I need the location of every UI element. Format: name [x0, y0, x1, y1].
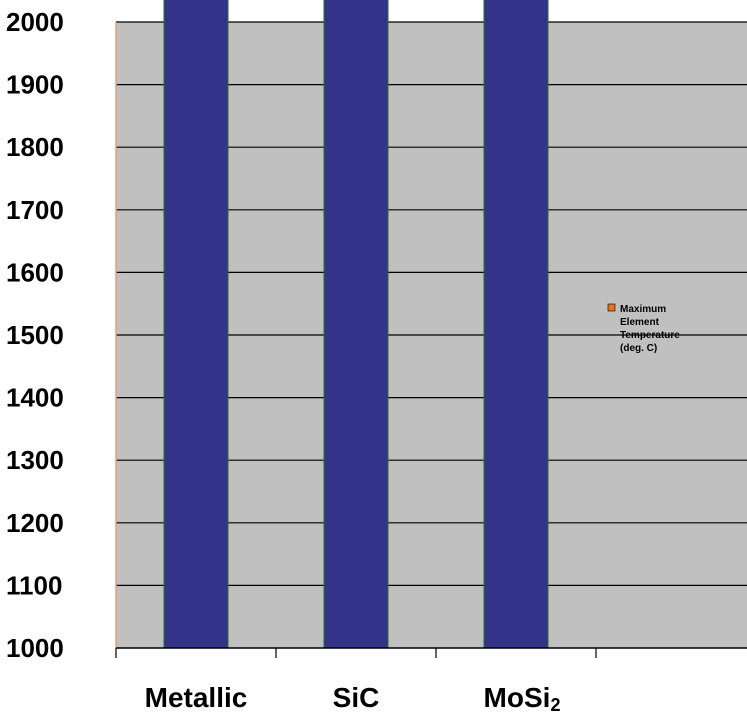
x-tick-label: Metallic [145, 682, 248, 713]
y-tick-label: 1200 [6, 508, 64, 538]
y-tick-labels: 1000 1100 1200 1300 1400 1500 1600 1700 1800 1900… [6, 7, 64, 663]
y-tick-label: 1700 [6, 195, 64, 225]
x-tick-marks [115, 648, 597, 658]
legend-label-line: Temperature [620, 330, 680, 341]
y-tick-label: 2000 [6, 7, 64, 37]
y-tick-label: 1500 [6, 320, 64, 350]
x-tick-labels: Metallic SiC MoSi2 [145, 682, 561, 715]
y-tick-label: 1300 [6, 445, 64, 475]
bars [163, 0, 549, 649]
y-tick-label: 1000 [6, 633, 64, 663]
bar-mosi2-segment-1 [483, 0, 549, 649]
x-tick-label: MoSi2 [484, 682, 561, 715]
legend-label-line: Maximum [620, 304, 666, 315]
legend-swatch [607, 303, 616, 312]
y-tick-label: 1800 [6, 132, 64, 162]
y-tick-label: 1900 [6, 70, 64, 100]
x-tick-label: SiC [333, 682, 380, 713]
y-tick-label: 1100 [6, 570, 62, 600]
legend: Maximum Element Temperature (deg. C) [607, 303, 680, 354]
bar-sic-segment-1 [323, 0, 389, 649]
legend-label-line: Element [620, 317, 660, 328]
y-tick-label: 1600 [6, 257, 64, 287]
bar-metallic-segment-1 [163, 0, 229, 649]
y-tick-label: 1400 [6, 383, 64, 413]
legend-label-line: (deg. C) [620, 343, 657, 354]
